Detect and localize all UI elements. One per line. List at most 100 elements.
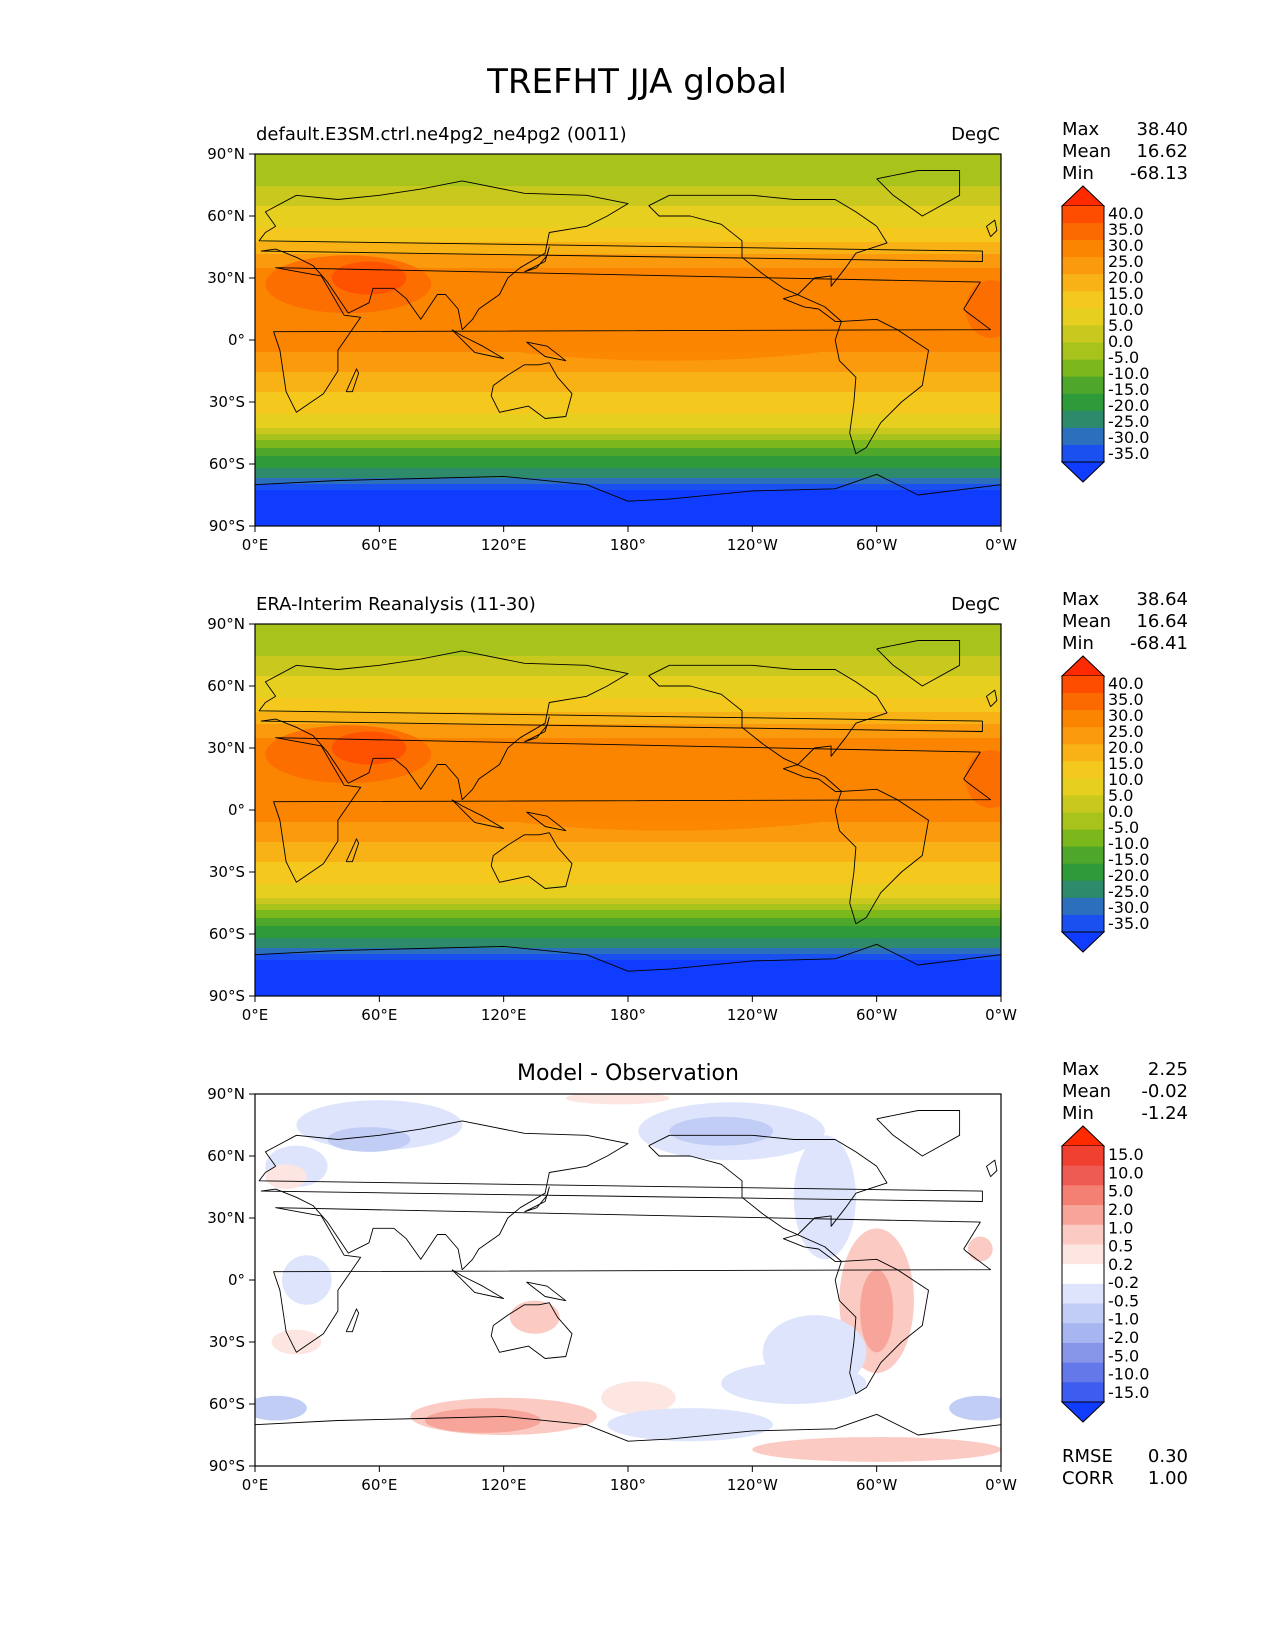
contour-band [255,244,1001,247]
contour-band [255,950,1001,953]
contour-band [255,466,1001,469]
contour-band [255,994,1001,996]
contour-band [255,508,1001,511]
coastline [986,689,998,708]
contour-band [255,168,1001,171]
contour-band [255,962,1001,965]
colorbar-tick-label: 30.0 [1108,236,1144,255]
contour-band [255,638,1001,641]
coastline [345,838,360,863]
contour-band [255,878,1001,881]
lon-tick-label: 120°W [727,1006,778,1024]
colorbar-segment [1062,1205,1104,1226]
contour-band [255,270,1001,273]
colorbar: 40.035.030.025.020.015.010.05.00.0-5.0-1… [1060,655,1149,953]
contour-band [255,966,1001,969]
contour-region [327,1127,411,1152]
contour-band [255,520,1001,523]
contour-band [255,474,1001,477]
contour-region [965,750,1001,808]
colorbar-segment [1062,710,1104,728]
colorbar-segment [1062,727,1104,745]
lat-tick-label: 0° [228,331,245,349]
contour-band [255,402,1001,405]
contour-band [255,462,1001,465]
coastline [255,1413,1001,1442]
contour-band [255,854,1001,857]
contour-band [255,674,1001,677]
contour-band [255,972,1001,975]
contour-band [255,184,1001,187]
stat-mean-label: Mean [1062,1081,1111,1102]
lon-tick-label: 0°E [242,1476,269,1494]
coastline [524,246,550,273]
stat-min-value: -68.41 [1130,633,1188,654]
contour-band [255,692,1001,695]
contour-band [255,918,1001,921]
contour-band [255,656,1001,659]
contour-band [255,956,1001,959]
contour-band [255,946,1001,949]
stat-corr-label: CORR [1062,1468,1114,1489]
coastline [524,716,550,743]
panel-difference: Model - Observation 90°N 60°N 30°N 0° 30°S 60… [207,1059,1188,1494]
contour-band [255,658,1001,661]
colorbar-tick-label: 25.0 [1108,252,1144,271]
contour-band [255,740,1001,743]
contour-band [255,438,1001,441]
lat-tick-label: 90°S [209,987,245,1005]
contour-band [255,458,1001,461]
contour-band [255,442,1001,445]
contour-band [255,230,1001,233]
contour-band [255,366,1001,369]
coastline [834,1258,929,1395]
coastline [490,832,573,889]
contour-band [255,440,1001,443]
contour-band [255,720,1001,723]
contour-band [255,416,1001,419]
contour-band [255,932,1001,935]
contour-band [255,888,1001,891]
colorbar-frame [1061,206,1105,462]
contour-band [255,182,1001,185]
contour-band [255,154,1001,157]
contour-band [255,860,1001,863]
contour-band [255,862,1001,865]
contour-region [669,1116,774,1146]
lon-tick-label: 120°E [481,1006,527,1024]
coastline [255,943,1001,972]
colorbar-segment [1062,376,1104,395]
lon-tick-label: 60°E [361,1006,397,1024]
contour-band [255,652,1001,655]
contour-band [255,944,1001,947]
lon-tick-label: 120°W [727,1476,778,1494]
contour-band [255,906,1001,909]
contour-band [255,892,1001,895]
panel-units: DegC [951,124,1000,145]
contour-band [255,912,1001,915]
contour-band [255,734,1001,737]
lon-tick-label: 0°W [985,536,1017,554]
stat-max-value: 2.25 [1148,1059,1188,1080]
map-axes: 90°N 60°N 30°N 0° 30°S 60°S 90°S0°E 60°E 120°E 18… [207,145,1017,554]
contour-band [255,850,1001,853]
contour-band [255,414,1001,417]
contour-band [255,746,1001,749]
contour-band [255,964,1001,967]
contour-band [255,254,1001,257]
coastline [648,1134,888,1262]
colorbar-tick-label: -35.0 [1108,914,1149,933]
colorbar-segment [1062,1244,1104,1265]
contour-band [255,194,1001,197]
lon-tick-label: 60°W [856,1476,898,1494]
contour-band [255,222,1001,225]
stat-max-value: 38.40 [1136,119,1188,140]
contour-region [601,1381,676,1415]
contour-band [255,174,1001,177]
contour-region [860,1269,894,1353]
contour-band [255,716,1001,719]
lat-tick-label: 30°N [207,1209,245,1227]
contour-band [255,928,1001,931]
contour-band [255,246,1001,249]
contour-band [255,834,1001,837]
